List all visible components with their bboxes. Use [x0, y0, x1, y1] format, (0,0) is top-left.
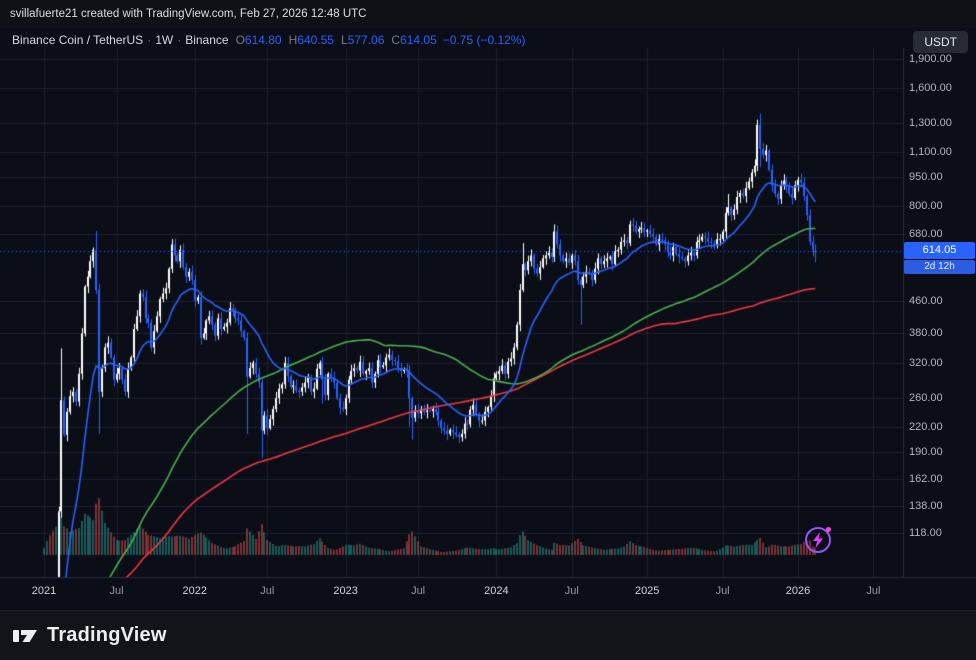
price-axis-label: 320.00	[909, 356, 943, 369]
high-value: 640.55	[297, 33, 334, 47]
notification-dot-icon	[826, 527, 831, 532]
footer-bar: TradingView	[0, 610, 976, 660]
chart-legend: Binance Coin / TetherUS · 1W · Binance O614.8…	[12, 33, 525, 47]
time-axis-label: 2025	[634, 585, 660, 597]
legend-separator: ·	[177, 33, 182, 47]
time-axis-label: 2023	[333, 585, 358, 597]
time-axis-label: 2024	[484, 585, 509, 597]
legend-separator: ·	[147, 33, 152, 47]
lightning-bolt-icon	[813, 532, 823, 548]
time-axis-label: 2022	[182, 585, 208, 597]
tradingview-wordmark[interactable]: TradingView	[47, 624, 167, 646]
exchange-label[interactable]: Binance	[185, 33, 229, 47]
close-value: 614.05	[400, 33, 437, 47]
price-axis-label: 800.00	[909, 200, 943, 213]
price-axis-label: 220.00	[909, 420, 943, 433]
open-value: 614.80	[244, 33, 282, 47]
close-label: C	[391, 33, 401, 47]
currency-toggle-button[interactable]: USDT	[913, 31, 968, 53]
attribution-text: svillafuerte21 created with TradingView.…	[10, 8, 367, 20]
price-axis-label: 1,600.00	[909, 82, 952, 94]
high-label: H	[288, 33, 298, 47]
price-axis-label: 680.00	[909, 228, 943, 241]
price-axis-label: 1,100.00	[909, 145, 952, 158]
price-axis-label: 1,900.00	[909, 52, 952, 65]
current-price-badge: 614.05	[904, 242, 975, 260]
price-chart-canvas[interactable]	[0, 28, 976, 610]
price-axis-label: 138.00	[909, 500, 943, 513]
price-axis-label: 118.00	[909, 527, 942, 540]
price-axis-label: 260.00	[909, 392, 943, 405]
price-axis-label: 460.00	[909, 294, 943, 307]
bar-countdown-badge: 2d 12h	[904, 260, 975, 275]
tradingview-logo-icon[interactable]	[12, 625, 38, 647]
chart-area: Binance Coin / TetherUS · 1W · Binance O614.8…	[0, 28, 976, 610]
time-axis-label: 2021	[31, 585, 57, 597]
change-value: −0.75 (−0.12%)	[442, 33, 526, 47]
time-axis-label: Jul	[260, 585, 275, 597]
price-axis-label: 380.00	[909, 327, 943, 340]
time-axis-label: 2026	[785, 585, 811, 597]
supercharts-magic-button[interactable]	[805, 527, 831, 553]
time-axis-label: Jul	[715, 585, 730, 597]
low-label: L	[340, 33, 348, 47]
price-axis[interactable]: 1,900.00 1,600.00 1,300.00 1,100.00 950.00 80…	[0, 28, 976, 610]
price-axis-label: 162.00	[909, 472, 943, 485]
attribution-bar: svillafuerte21 created with TradingView.…	[0, 0, 976, 28]
time-axis[interactable]: 2021 Jul 2022 Jul 2023 Jul 2024 Jul 2025 Jul 2026 J…	[0, 28, 976, 610]
interval-label[interactable]: 1W	[155, 33, 174, 47]
price-axis-label: 190.00	[909, 445, 943, 458]
time-axis-label: Jul	[564, 585, 579, 597]
time-axis-label: Jul	[866, 585, 881, 597]
open-label: O	[235, 33, 245, 47]
time-axis-label: Jul	[109, 585, 124, 597]
price-axis-label: 950.00	[909, 170, 943, 183]
symbol-name[interactable]: Binance Coin / TetherUS	[12, 33, 144, 47]
time-axis-label: Jul	[411, 585, 426, 597]
price-axis-label: 1,300.00	[909, 117, 952, 130]
low-value: 577.06	[347, 33, 385, 47]
